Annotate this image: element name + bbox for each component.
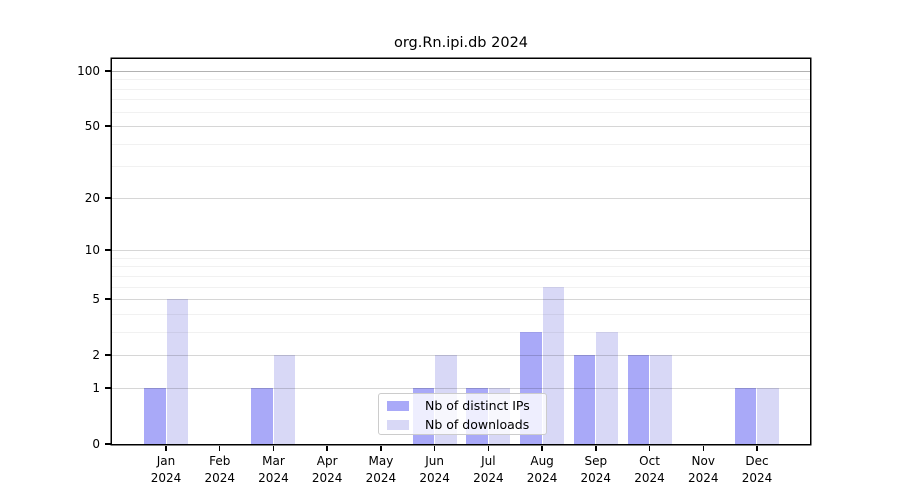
x-tick-label-jan: Jan 2024: [139, 453, 193, 487]
y-tick-label-5: 5: [92, 292, 100, 307]
x-tick-mark-may: [380, 445, 382, 451]
legend-item-distinct-ips: Nb of distinct IPs: [379, 396, 546, 415]
x-tick-month: Jul: [481, 454, 496, 468]
y-tick-mark-20: [105, 197, 112, 199]
y-tick-label-0: 0: [92, 437, 100, 451]
x-tick-label-apr: Apr 2024: [300, 453, 354, 487]
x-tick-year: 2024: [634, 471, 665, 485]
legend-swatch-distinct-ips-icon: [387, 400, 409, 411]
x-tick-month: Jun: [425, 454, 444, 468]
x-tick-mark-feb: [218, 445, 221, 451]
bar-downloads-oct: [650, 355, 672, 444]
x-tick-year: 2024: [311, 471, 343, 485]
x-tick-year: 2024: [419, 471, 450, 485]
x-tick-label-nov: Nov 2024: [676, 453, 730, 487]
bar-distinct-ips-mar: [251, 387, 273, 444]
bar-distinct-ips-dec: [734, 387, 757, 444]
y-tick-label-2: 2: [92, 348, 100, 363]
bar-distinct-ips-sep: [573, 355, 596, 444]
x-tick-mark-jun: [433, 445, 436, 451]
x-tick-month: Apr: [316, 454, 338, 468]
bars-layer: [112, 59, 810, 444]
chart-title: org.Rn.ipi.db 2024: [393, 35, 529, 51]
y-tick-label-20: 20: [84, 190, 100, 205]
bar-downloads-mar: [273, 355, 296, 444]
x-tick-label-feb: Feb 2024: [193, 453, 247, 487]
y-tick-mark-1: [105, 387, 112, 389]
bar-downloads-sep: [596, 331, 618, 444]
x-tick-month: Mar: [262, 454, 285, 468]
x-tick-mark-mar: [272, 445, 275, 451]
x-tick-month: Sep: [584, 454, 608, 468]
legend-item-downloads: Nb of downloads: [379, 415, 546, 434]
x-tick-label-dec: Dec 2024: [730, 453, 784, 487]
x-tick-label-oct: Oct 2024: [623, 453, 677, 487]
legend-swatch-downloads-icon: [387, 419, 409, 430]
x-tick-year: 2024: [365, 471, 397, 485]
x-tick-month: Feb: [209, 454, 231, 468]
y-tick-label-50: 50: [84, 119, 100, 134]
y-tick-mark-10: [105, 249, 112, 251]
bar-downloads-dec: [757, 387, 779, 444]
x-tick-label-sep: Sep 2024: [569, 453, 623, 487]
x-tick-mark-apr: [326, 445, 328, 451]
y-tick-mark-100: [105, 70, 112, 72]
y-tick-mark-50: [105, 125, 112, 127]
y-tick-mark-2: [105, 354, 112, 356]
legend-label-distinct-ips: Nb of distinct IPs: [425, 398, 530, 413]
plot-area: Nb of distinct IPs Nb of downloads: [112, 59, 810, 444]
x-tick-month: Aug: [530, 454, 554, 468]
x-tick-year: 2024: [526, 471, 558, 485]
x-tick-mark-jul: [487, 445, 490, 451]
x-tick-mark-sep: [595, 445, 597, 451]
legend-label-downloads: Nb of downloads: [425, 417, 530, 432]
y-tick-label-100: 100: [77, 63, 100, 78]
y-tick-label-1: 1: [92, 380, 100, 395]
y-tick-mark-0: [105, 443, 112, 445]
x-tick-mark-nov: [702, 445, 705, 451]
x-tick-mark-oct: [648, 445, 651, 451]
x-tick-year: 2024: [150, 471, 182, 485]
x-tick-year: 2024: [258, 471, 289, 485]
y-tick-mark-5: [105, 298, 112, 300]
x-tick-label-aug: Aug 2024: [515, 453, 569, 487]
x-tick-month: May: [368, 454, 394, 468]
legend: Nb of distinct IPs Nb of downloads: [378, 393, 547, 435]
bar-distinct-ips-jan: [144, 387, 166, 444]
bar-downloads-jan: [166, 299, 188, 444]
x-tick-year: 2024: [473, 471, 504, 485]
x-tick-month: Oct: [639, 454, 660, 468]
x-tick-month: Dec: [745, 454, 769, 468]
x-tick-month: Jan: [156, 454, 176, 468]
x-tick-mark-aug: [541, 445, 543, 451]
bar-downloads-aug: [542, 286, 565, 444]
x-tick-year: 2024: [687, 471, 719, 485]
x-tick-label-mar: Mar 2024: [246, 453, 300, 487]
x-tick-mark-dec: [756, 445, 758, 451]
x-tick-year: 2024: [580, 471, 612, 485]
x-tick-label-jul: Jul 2024: [461, 453, 515, 487]
x-tick-year: 2024: [204, 471, 235, 485]
x-tick-label-jun: Jun 2024: [408, 453, 462, 487]
bar-distinct-ips-oct: [627, 355, 650, 444]
y-tick-label-10: 10: [84, 243, 100, 258]
x-tick-month: Nov: [691, 454, 715, 468]
x-tick-label-may: May 2024: [354, 453, 408, 487]
x-tick-mark-jan: [165, 445, 167, 451]
x-tick-year: 2024: [741, 471, 773, 485]
